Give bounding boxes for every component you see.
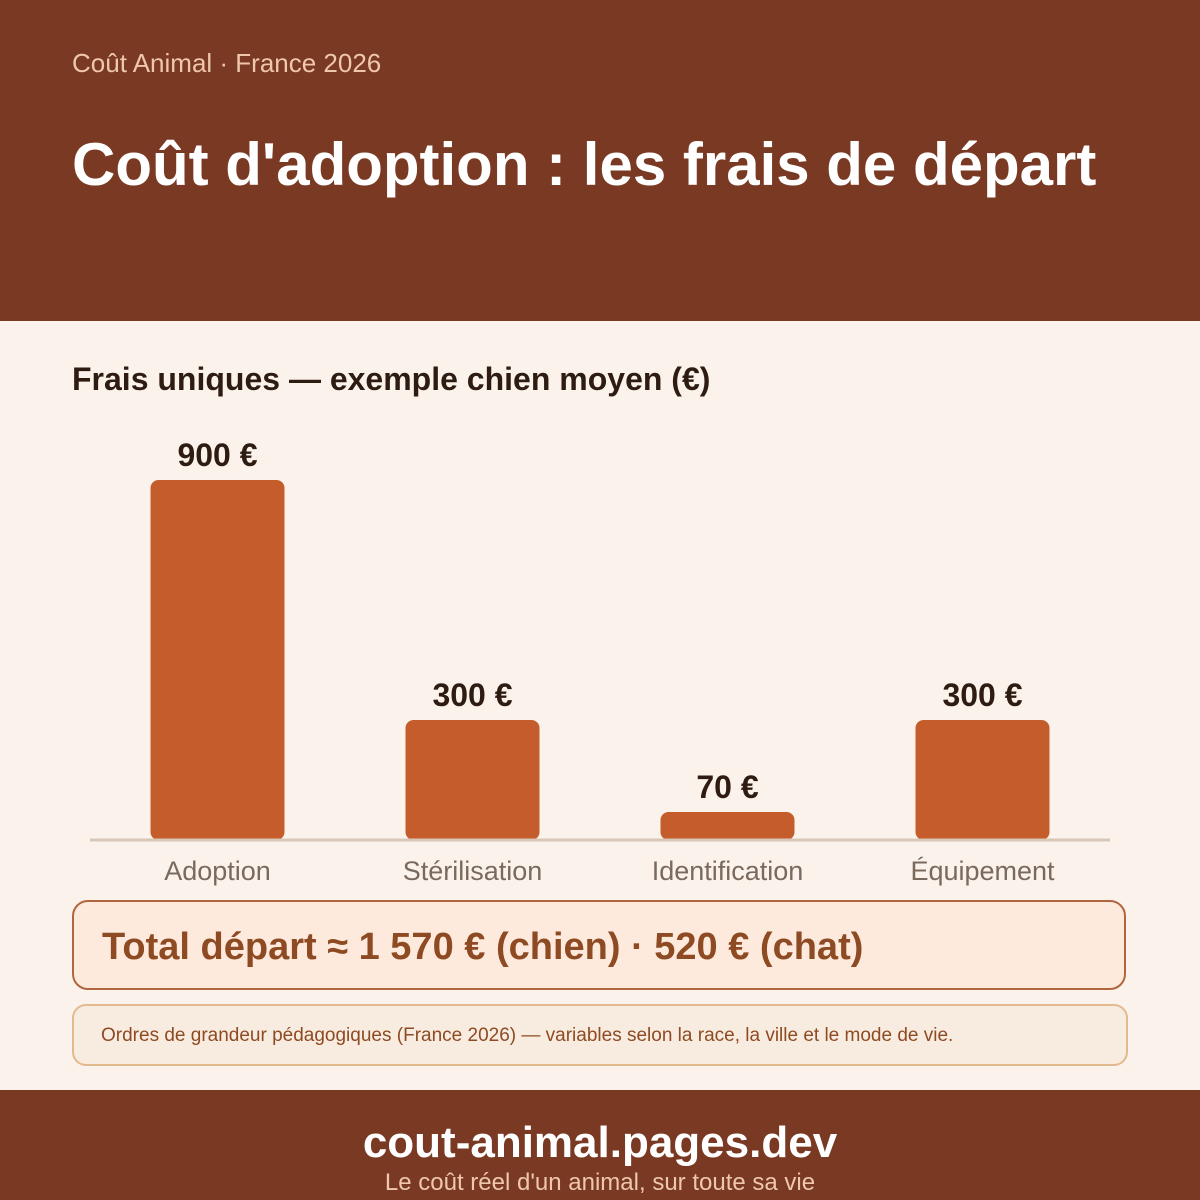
footer-banner: cout-animal.pages.dev Le coût réel d'un … xyxy=(0,1090,1200,1200)
bar-chart: 900 € Adoption 300 € Stérilisation 70 € Ident… xyxy=(90,437,1110,886)
bar-2 xyxy=(660,812,795,840)
total-box: Total départ ≈ 1 570 € (chien) · 520 € (… xyxy=(72,900,1126,990)
bar-value-label: 300 € xyxy=(432,677,512,713)
brand-line: Coût Animal · France 2026 xyxy=(72,48,382,78)
bar-1 xyxy=(405,720,540,840)
footer-tagline: Le coût réel d'un animal, sur toute sa v… xyxy=(384,1169,816,1196)
category-label: Équipement xyxy=(910,856,1055,886)
category-label: Identification xyxy=(652,856,804,886)
note-box: Ordres de grandeur pédagogiques (France … xyxy=(72,1004,1128,1066)
total-text: Total départ ≈ 1 570 € (chien) · 520 € (… xyxy=(102,926,864,968)
bar-0 xyxy=(150,480,285,840)
chart-title: Frais uniques — exemple chien moyen (€) xyxy=(72,361,711,397)
bar-value-label: 300 € xyxy=(942,677,1022,713)
page-title: Coût d'adoption : les frais de départ xyxy=(72,131,1097,198)
header-banner: Coût Animal · France 2026 Coût d'adoptio… xyxy=(0,0,1200,321)
bar-value-label: 70 € xyxy=(696,769,758,805)
category-label: Adoption xyxy=(164,856,271,886)
bar-3 xyxy=(915,720,1050,840)
category-label: Stérilisation xyxy=(403,856,543,886)
footer-site[interactable]: cout-animal.pages.dev xyxy=(362,1118,838,1167)
note-text: Ordres de grandeur pédagogiques (France … xyxy=(101,1025,954,1046)
bar-value-label: 900 € xyxy=(177,437,257,473)
